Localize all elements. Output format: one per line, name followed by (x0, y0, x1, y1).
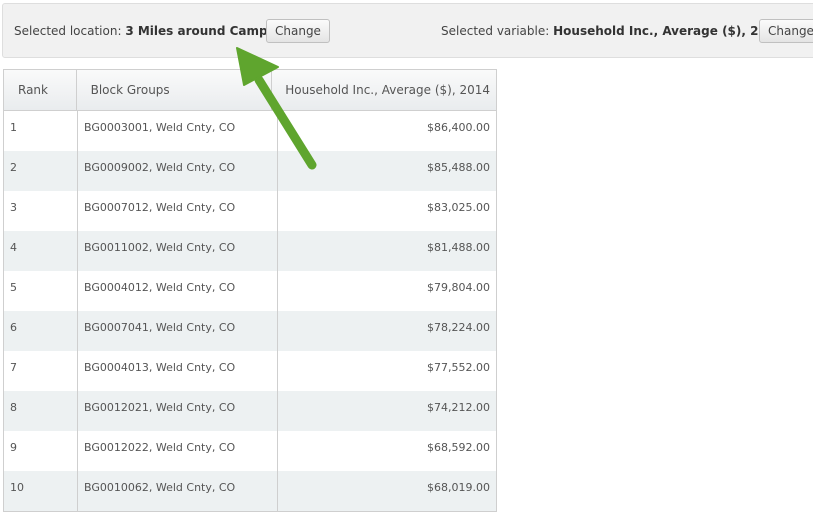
rank-cell: 3 (4, 191, 78, 231)
table-row: 5 BG0004012, Weld Cnty, CO $79,804.00 (4, 271, 496, 311)
rank-cell: 8 (4, 391, 78, 431)
income-cell: $81,488.00 (427, 241, 490, 254)
block-group-cell: BG0012021, Weld Cnty, CO (78, 391, 278, 431)
selection-bar: Selected location: 3 Miles around Campus… (2, 3, 813, 58)
income-cell: $78,224.00 (427, 321, 490, 334)
rank-cell: 6 (4, 311, 78, 351)
table-row: 7 BG0004013, Weld Cnty, CO $77,552.00 (4, 351, 496, 391)
selected-variable-label: Selected variable: (441, 24, 550, 38)
table-row: 8 BG0012021, Weld Cnty, CO $74,212.00 (4, 391, 496, 431)
income-cell: $77,552.00 (427, 361, 490, 374)
selected-location: Selected location: 3 Miles around Campus (14, 24, 283, 38)
selected-variable: Selected variable: Household Inc., Avera… (441, 24, 784, 38)
rank-cell: 5 (4, 271, 78, 311)
table-row: 10 BG0010062, Weld Cnty, CO $68,019.00 (4, 471, 496, 511)
income-cell: $74,212.00 (427, 401, 490, 414)
rank-cell: 9 (4, 431, 78, 471)
selected-variable-value: Household Inc., Average ($), 2014 (553, 24, 784, 38)
block-group-cell: BG0004012, Weld Cnty, CO (78, 271, 278, 311)
income-cell: $79,804.00 (427, 281, 490, 294)
selected-location-label: Selected location: (14, 24, 122, 38)
table-row: 3 BG0007012, Weld Cnty, CO $83,025.00 (4, 191, 496, 231)
table-row: 4 BG0011002, Weld Cnty, CO $81,488.00 (4, 231, 496, 271)
column-header-rank[interactable]: Rank (4, 70, 77, 110)
income-cell: $83,025.00 (427, 201, 490, 214)
income-cell: $68,019.00 (427, 481, 490, 494)
block-group-cell: BG0012022, Weld Cnty, CO (78, 431, 278, 471)
block-group-cell: BG0003001, Weld Cnty, CO (78, 111, 278, 151)
table-row: 1 BG0003001, Weld Cnty, CO $86,400.00 (4, 111, 496, 151)
rank-cell: 7 (4, 351, 78, 391)
column-header-household-income[interactable]: Household Inc., Average ($), 2014 (285, 83, 490, 97)
change-variable-button[interactable]: Change (759, 19, 813, 43)
block-group-cell: BG0007041, Weld Cnty, CO (78, 311, 278, 351)
block-group-cell: BG0004013, Weld Cnty, CO (78, 351, 278, 391)
table-row: 2 BG0009002, Weld Cnty, CO $85,488.00 (4, 151, 496, 191)
income-cell: $85,488.00 (427, 161, 490, 174)
table-row: 9 BG0012022, Weld Cnty, CO $68,592.00 (4, 431, 496, 471)
ranking-table: Rank Block Groups Household Inc., Averag… (3, 69, 497, 512)
block-group-cell: BG0009002, Weld Cnty, CO (78, 151, 278, 191)
income-cell: $68,592.00 (427, 441, 490, 454)
income-cell: $86,400.00 (427, 121, 490, 134)
block-group-cell: BG0010062, Weld Cnty, CO (78, 471, 278, 511)
rank-cell: 1 (4, 111, 78, 151)
selected-location-value: 3 Miles around Campus (125, 24, 284, 38)
rank-cell: 4 (4, 231, 78, 271)
rank-cell: 2 (4, 151, 78, 191)
block-group-cell: BG0007012, Weld Cnty, CO (78, 191, 278, 231)
rank-cell: 10 (4, 471, 78, 511)
column-header-block-groups[interactable]: Block Groups (77, 70, 273, 110)
table-header-row: Rank Block Groups Household Inc., Averag… (4, 70, 496, 111)
table-row: 6 BG0007041, Weld Cnty, CO $78,224.00 (4, 311, 496, 351)
block-group-cell: BG0011002, Weld Cnty, CO (78, 231, 278, 271)
change-location-button[interactable]: Change (266, 19, 330, 43)
